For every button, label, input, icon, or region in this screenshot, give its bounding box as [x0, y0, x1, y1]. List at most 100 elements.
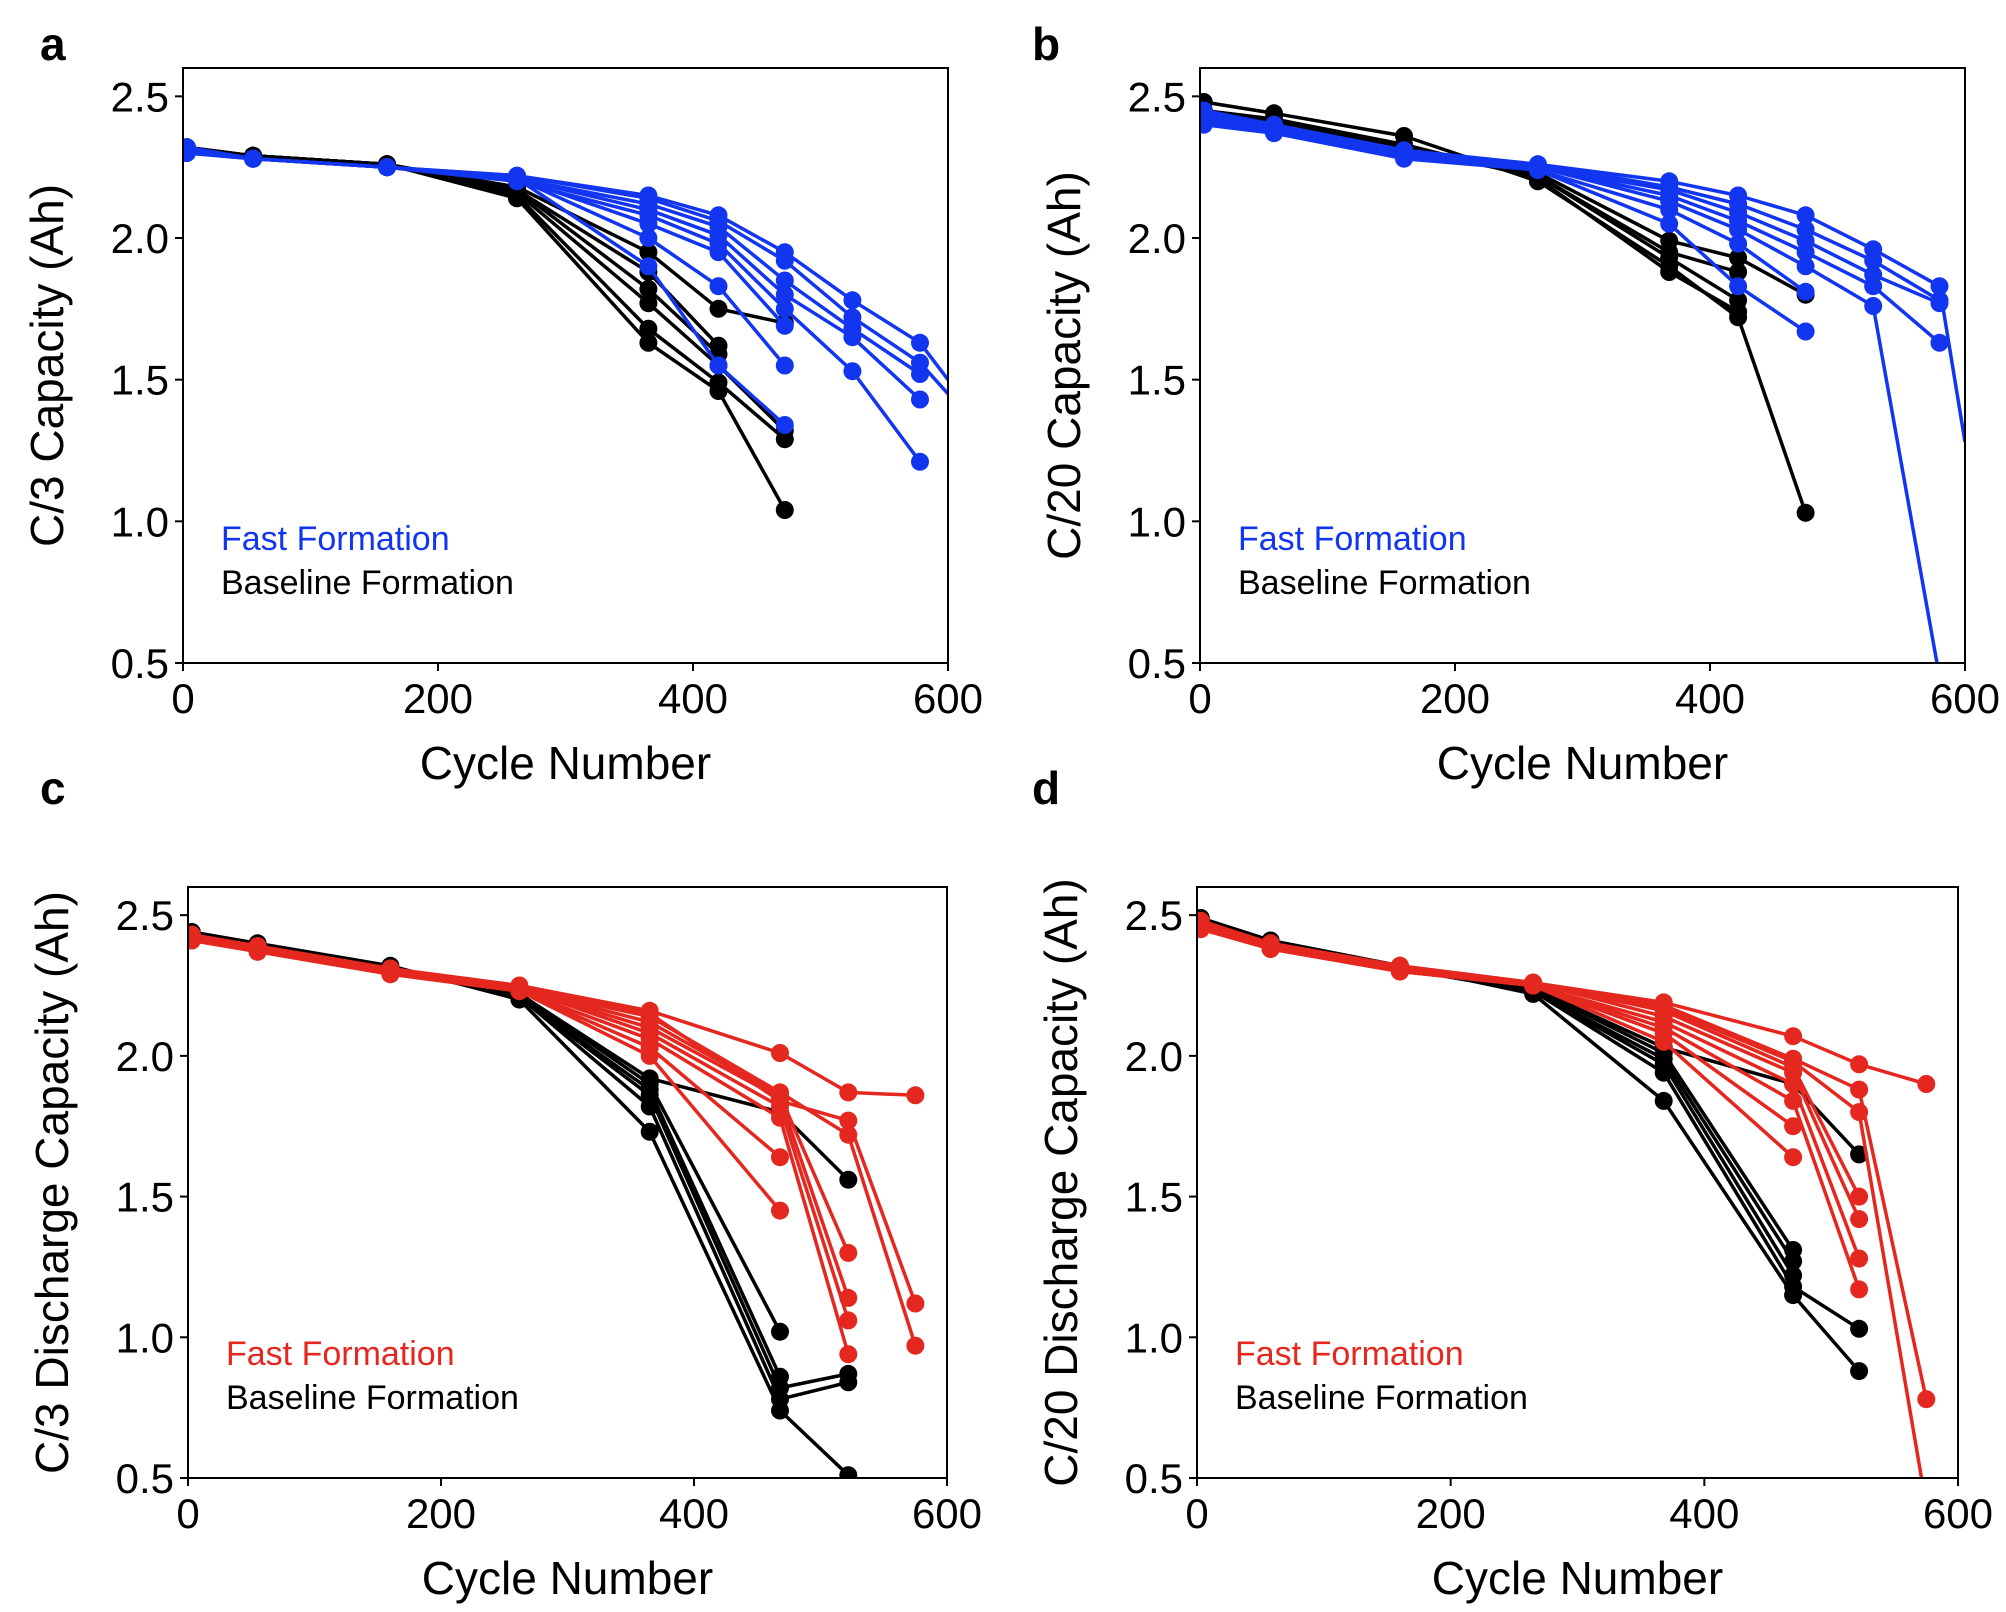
data-point — [775, 501, 794, 519]
data-point — [839, 1083, 858, 1102]
series-line — [1200, 921, 1795, 1251]
data-point — [639, 333, 658, 352]
data-point — [248, 937, 267, 956]
data-point — [709, 277, 728, 296]
data-point — [1729, 234, 1748, 253]
data-point — [1850, 1362, 1869, 1381]
data-point — [839, 1243, 858, 1262]
plot-frame — [187, 886, 948, 1479]
y-tick-label: 2.0 — [111, 215, 169, 262]
y-axis-title: C/20 Discharge Capacity (Ah) — [1035, 878, 1087, 1486]
data-point — [1850, 1145, 1869, 1164]
data-point — [378, 158, 396, 177]
y-tick-label: 1.0 — [116, 1314, 174, 1361]
data-point — [709, 356, 728, 375]
data-point — [1850, 1187, 1869, 1206]
chart-panel-a: a 0 200 400 600 0.5 1.0 1.5 2.0 2.5 Cycle Number C/… — [21, 18, 983, 789]
data-point — [1864, 240, 1883, 259]
data-point — [843, 362, 862, 381]
data-point — [1796, 322, 1815, 341]
data-point — [1796, 220, 1815, 239]
data-point — [709, 299, 728, 318]
data-point — [1261, 934, 1280, 953]
data-point — [1850, 1055, 1869, 1074]
data-point — [1917, 1390, 1936, 1409]
data-point — [1200, 101, 1213, 120]
data-point — [771, 1322, 789, 1341]
data-point — [839, 1288, 858, 1307]
data-point — [839, 1311, 858, 1330]
data-point — [1796, 206, 1815, 225]
data-point — [1796, 282, 1815, 301]
y-tick-label: 2.0 — [116, 1033, 174, 1080]
plot-frame — [1196, 886, 1959, 1479]
data-point — [1784, 1027, 1803, 1046]
data-point — [639, 319, 658, 338]
data-point — [1654, 1091, 1673, 1110]
y-tick-label: 2.5 — [1125, 892, 1183, 939]
data-point — [1850, 1080, 1869, 1099]
series-line — [1200, 919, 1927, 1086]
x-tick-label: 200 — [1420, 675, 1490, 722]
x-tick-label: 400 — [1675, 675, 1745, 722]
series-line — [191, 933, 918, 1305]
legend-entry: Baseline Formation — [221, 564, 514, 602]
legend-entry: Fast Formation — [221, 520, 450, 558]
data-point — [775, 243, 794, 262]
data-point — [843, 291, 862, 310]
data-point — [911, 452, 929, 471]
x-tick-label: 600 — [913, 675, 983, 722]
series-line — [1203, 108, 1965, 443]
data-point — [639, 243, 658, 262]
data-point — [911, 353, 929, 372]
series-line — [1203, 108, 1739, 314]
x-axis-title: Cycle Number — [422, 1552, 713, 1604]
y-tick-label: 2.0 — [1125, 1033, 1183, 1080]
legend-entry: Fast Formation — [1238, 520, 1467, 558]
legend-entry: Fast Formation — [226, 1335, 455, 1373]
series-line — [186, 151, 922, 463]
data-point — [709, 206, 728, 225]
data-point — [1660, 263, 1679, 281]
series-group — [1200, 93, 1965, 663]
data-point — [1784, 1241, 1803, 1259]
x-axis-title: Cycle Number — [420, 737, 711, 789]
y-axis-title: C/3 Capacity (Ah) — [21, 184, 73, 547]
x-tick-label: 600 — [912, 1490, 982, 1537]
data-point — [839, 1111, 858, 1130]
series-line — [191, 933, 916, 1098]
data-point — [775, 299, 794, 318]
data-point — [1850, 1249, 1869, 1268]
data-point — [510, 976, 529, 995]
x-tick-label: 400 — [659, 1490, 729, 1537]
data-point — [1850, 1280, 1869, 1299]
y-tick-label: 1.5 — [116, 1174, 174, 1221]
data-point — [244, 149, 263, 168]
series-line — [1203, 114, 1941, 345]
series-line — [1200, 919, 1861, 1156]
y-tick-label: 1.0 — [1128, 498, 1186, 545]
y-tick-label: 1.5 — [111, 357, 169, 404]
chart-panel-c: c 0 200 400 600 0.5 1.0 1.5 2.0 2.5 Cycle Number C/… — [26, 762, 982, 1604]
data-point — [1796, 257, 1815, 276]
data-point — [639, 280, 658, 298]
data-point — [911, 333, 929, 352]
x-tick-label: 0 — [1188, 675, 1211, 722]
data-point — [1850, 1210, 1869, 1229]
x-tick-label: 200 — [406, 1490, 476, 1537]
x-axis-title: Cycle Number — [1432, 1552, 1723, 1604]
legend-entry: Baseline Formation — [226, 1379, 519, 1417]
data-point — [1784, 1049, 1803, 1068]
data-point — [1265, 115, 1283, 134]
data-point — [906, 1294, 925, 1313]
data-point — [906, 1086, 925, 1105]
chart-panel-b: b 0 200 400 600 0.5 1.0 1.5 2.0 2.5 Cycle Number C/… — [1032, 18, 2000, 789]
data-point — [1729, 248, 1748, 267]
series-line — [1200, 921, 1795, 1263]
data-point — [843, 308, 862, 327]
y-tick-label: 2.5 — [111, 73, 169, 120]
data-point — [1528, 155, 1547, 174]
y-tick-label: 0.5 — [1125, 1455, 1183, 1502]
series-group — [188, 923, 925, 1478]
